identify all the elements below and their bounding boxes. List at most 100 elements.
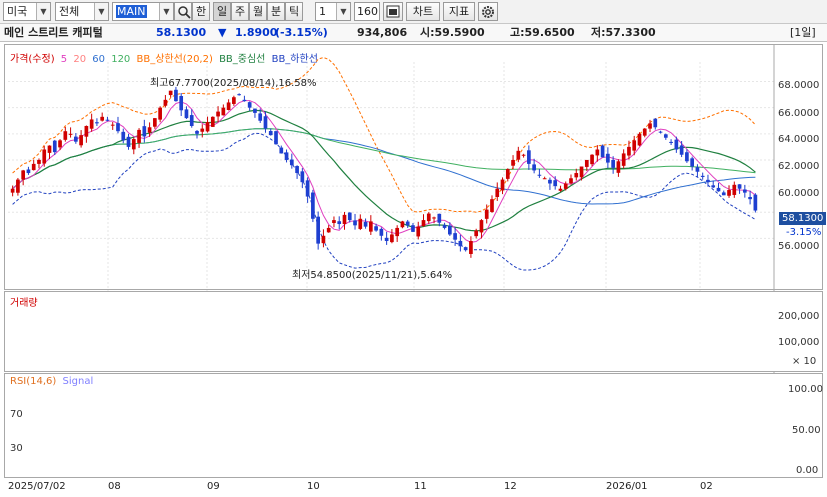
candle-body	[221, 107, 226, 116]
candle-body	[189, 115, 194, 126]
candle-body	[353, 220, 357, 226]
candle-body	[642, 128, 647, 136]
candle-body	[548, 179, 552, 184]
candle-body	[295, 166, 299, 174]
period-tick-button[interactable]: 틱	[285, 2, 303, 21]
candle-body	[521, 154, 526, 156]
symbol-input[interactable]: MAIN ▼	[112, 2, 174, 21]
candle-body	[168, 90, 173, 96]
candle-body	[411, 225, 415, 232]
price-tick-64: 64.0000	[778, 134, 820, 145]
candle-body	[31, 163, 36, 171]
period-month-button[interactable]: 월	[249, 2, 267, 21]
rsi-tick-50: 50.00	[792, 425, 821, 436]
candle-body	[79, 135, 83, 146]
candle-body	[400, 221, 405, 228]
han-button[interactable]: 한	[192, 2, 210, 21]
candle-body	[432, 217, 436, 219]
price-tick-62: 62.0000	[778, 161, 820, 172]
low-price: 저:57.3300	[591, 26, 656, 39]
rsi-tick-0: 0.00	[796, 465, 819, 476]
candle-body	[258, 113, 263, 121]
candle-body	[363, 221, 368, 227]
filter-select[interactable]: 전체 ▼	[55, 2, 109, 21]
candle-body	[26, 169, 31, 174]
candle-body	[563, 183, 568, 189]
candle-body	[574, 173, 579, 178]
candle-body	[210, 116, 215, 127]
candle-body	[426, 213, 431, 222]
ma120-line	[12, 128, 756, 190]
candle-body	[105, 119, 110, 121]
candle-body	[700, 175, 705, 177]
indicator-button[interactable]: 지표	[443, 2, 475, 21]
candle-body	[137, 129, 141, 143]
gear-icon	[482, 6, 494, 18]
legend-bb-lower: BB_하한선	[271, 54, 318, 65]
candle-body	[95, 122, 99, 124]
candle-body	[721, 192, 726, 196]
chart-button[interactable]: 차트	[406, 2, 440, 21]
chevron-down-icon[interactable]: ▼	[159, 3, 173, 20]
search-button[interactable]	[174, 2, 192, 21]
symbol-value: MAIN	[116, 5, 147, 18]
candle-body	[648, 123, 652, 129]
volume-value: 934,806	[357, 26, 408, 39]
candle-body	[669, 141, 673, 143]
candle-body	[600, 145, 605, 158]
candle-body	[184, 109, 189, 119]
candle-body	[63, 131, 68, 140]
volume-tick-100k: 100,000	[778, 337, 820, 348]
chevron-down-icon[interactable]: ▼	[336, 3, 350, 20]
candle-body	[637, 133, 642, 146]
rsi-panel[interactable]	[4, 373, 823, 478]
toolbar: 미국 ▼ 전체 ▼ MAIN ▼ 한 일 주 월 분 틱 1 ▼ 160 차트 지표	[0, 0, 827, 24]
current-price-tag: 58.1300	[779, 212, 827, 225]
candle-body	[268, 131, 273, 136]
candle-body	[558, 188, 563, 191]
candle-body	[405, 221, 410, 226]
settings-button[interactable]	[478, 2, 498, 21]
candle-body	[58, 140, 62, 148]
fullscreen-button[interactable]	[383, 2, 403, 21]
volume-panel[interactable]	[4, 291, 823, 372]
chevron-down-icon[interactable]: ▼	[94, 3, 108, 20]
ma5-line	[12, 100, 756, 243]
candle-body	[237, 94, 241, 96]
legend-bb-upper: BB_상한선(20,2)	[136, 54, 213, 65]
candle-body	[284, 152, 289, 160]
candle-body	[463, 247, 468, 251]
candle-body	[658, 131, 663, 133]
candle-body	[616, 161, 621, 173]
candle-body	[163, 99, 168, 106]
count-input[interactable]: 160	[354, 2, 380, 21]
rsi-level-30: 30	[10, 443, 23, 454]
candle-body	[347, 212, 352, 221]
candle-body	[653, 118, 658, 128]
candle-body	[579, 166, 584, 178]
candle-body	[74, 136, 78, 142]
candle-body	[195, 130, 199, 134]
candle-body	[147, 127, 152, 133]
candle-body	[421, 220, 426, 227]
period-week-button[interactable]: 주	[231, 2, 249, 21]
current-price-pct: -3.15%	[786, 227, 822, 238]
candle-body	[226, 102, 231, 110]
candles-group	[10, 86, 758, 258]
candle-body	[332, 220, 336, 223]
period-minute-button[interactable]: 분	[267, 2, 285, 21]
country-select[interactable]: 미국 ▼	[3, 2, 51, 21]
candle-body	[606, 153, 610, 163]
period-day-button[interactable]: 일	[213, 2, 231, 21]
candle-body	[216, 111, 220, 117]
legend-ma5: 5	[60, 54, 68, 65]
country-value: 미국	[7, 5, 28, 18]
candle-body	[10, 188, 15, 193]
high-price: 고:59.6500	[510, 26, 575, 39]
candle-body	[663, 134, 668, 138]
multiplier-select[interactable]: 1 ▼	[315, 2, 351, 21]
candle-body	[279, 147, 284, 154]
candle-body	[474, 230, 479, 237]
chevron-down-icon[interactable]: ▼	[36, 3, 50, 20]
x-label-12: 12	[504, 481, 517, 492]
